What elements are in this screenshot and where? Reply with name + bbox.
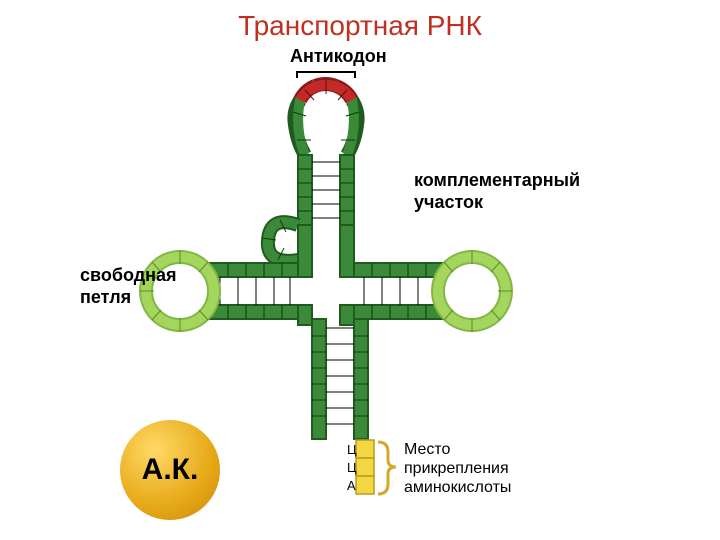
acceptor-stem xyxy=(312,319,368,439)
cca-bracket xyxy=(378,442,396,494)
freeloop-label: свободная петля xyxy=(80,265,177,308)
right-stem xyxy=(354,263,442,319)
right-loop xyxy=(438,250,512,332)
cca-letter-0: Ц xyxy=(347,442,357,457)
acceptor-cca: Ц Ц А xyxy=(347,440,374,494)
left-stem xyxy=(210,263,298,319)
variable-bump xyxy=(262,220,298,261)
amino-acid-circle: А.К. xyxy=(120,420,220,520)
cca-letter-2: А xyxy=(347,478,356,493)
ak-label: А.К. xyxy=(142,453,199,487)
anticodon-stem xyxy=(298,155,354,225)
center-junction xyxy=(298,225,354,325)
complementary-label: комплементарный участок xyxy=(414,170,580,213)
attachment-label: Место прикрепления аминокислоты xyxy=(404,440,511,498)
cca-letter-1: Ц xyxy=(347,460,357,475)
anticodon-label: Антикодон xyxy=(290,46,387,68)
anticodon-loop xyxy=(293,80,359,155)
